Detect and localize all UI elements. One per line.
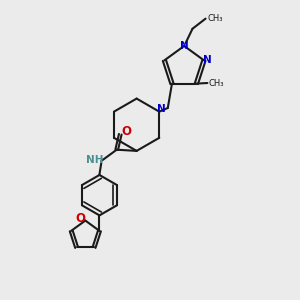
Text: N: N [157,104,166,114]
Text: O: O [121,125,131,138]
Text: N: N [202,55,211,65]
Text: O: O [75,212,85,225]
Text: CH₃: CH₃ [209,79,224,88]
Text: N: N [180,41,189,51]
Text: CH₃: CH₃ [208,14,223,22]
Text: NH: NH [86,155,104,165]
